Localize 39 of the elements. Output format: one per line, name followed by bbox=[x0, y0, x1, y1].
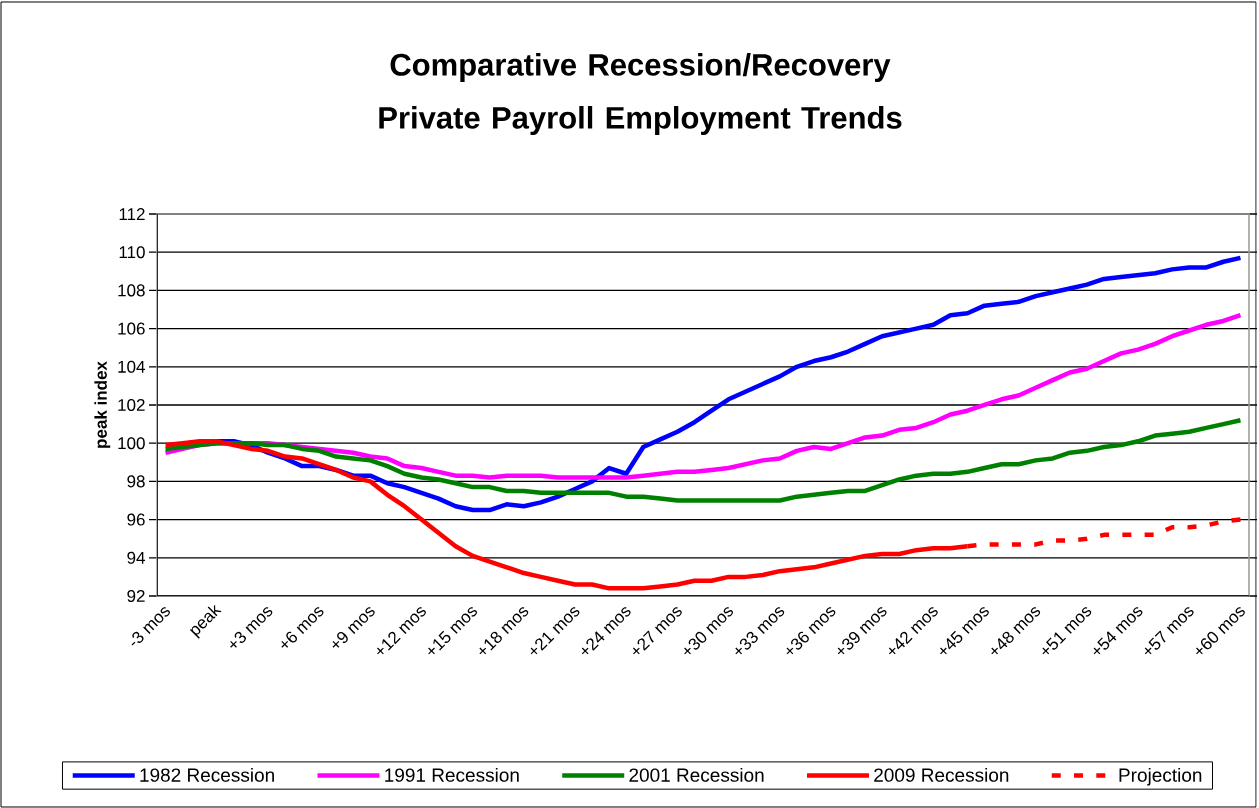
y-tick-label: 98 bbox=[127, 475, 145, 488]
y-tick-label: 94 bbox=[127, 551, 145, 564]
x-tick-label: +15 mos bbox=[428, 607, 478, 655]
x-tick-label: +57 mos bbox=[1144, 607, 1194, 655]
y-tick-label: 96 bbox=[127, 513, 145, 526]
x-tick-label: +12 mos bbox=[377, 607, 426, 655]
y-tick-label: 100 bbox=[118, 437, 145, 450]
x-tick-label: +54 mos bbox=[1093, 607, 1143, 655]
x-tick-label: +27 mos bbox=[632, 607, 682, 655]
x-tick-label: +24 mos bbox=[581, 607, 631, 655]
chart-title: Comparative Recession/Recovery Private Payroll Employment Trends bbox=[379, 53, 902, 135]
x-tick-label: -3 mos bbox=[131, 607, 170, 646]
x-tick-label: +33 mos bbox=[735, 607, 785, 655]
y-tick-label: 110 bbox=[119, 246, 145, 259]
legend-label: Projection bbox=[1119, 767, 1202, 786]
x-tick-label: +42 mos bbox=[888, 607, 938, 655]
legend-label: 2001 Recession bbox=[629, 767, 764, 782]
x-tick-label: +3 mos bbox=[230, 607, 273, 648]
y-tick-label: 108 bbox=[118, 284, 145, 297]
legend-label: 1991 Recession bbox=[385, 767, 519, 782]
x-tick-label: +60 mos bbox=[1196, 607, 1245, 655]
legend-label: 1982 Recession bbox=[140, 767, 274, 782]
y-tick-label: 106 bbox=[118, 322, 145, 335]
y-axis-title: peak index bbox=[94, 361, 111, 448]
x-tick-label: +36 mos bbox=[786, 607, 836, 655]
y-tick-label: 102 bbox=[118, 398, 145, 412]
x-tick-label: +18 mos bbox=[479, 607, 529, 655]
x-tick-label: +51 mos bbox=[1042, 607, 1092, 655]
x-tick-label: +39 mos bbox=[837, 607, 887, 655]
y-tick-label: 112 bbox=[119, 208, 145, 220]
y-tick-label: 92 bbox=[127, 589, 145, 603]
x-tick-label: +9 mos bbox=[332, 607, 375, 648]
x-tick-label: +30 mos bbox=[684, 607, 734, 655]
x-tick-label: +21 mos bbox=[530, 607, 580, 655]
x-tick-label: +45 mos bbox=[940, 607, 989, 655]
legend-label: 2009 Recession bbox=[874, 767, 1009, 782]
y-tick-label: 104 bbox=[118, 360, 145, 373]
x-tick-label: +48 mos bbox=[991, 607, 1041, 655]
x-tick-label: +6 mos bbox=[281, 607, 324, 648]
